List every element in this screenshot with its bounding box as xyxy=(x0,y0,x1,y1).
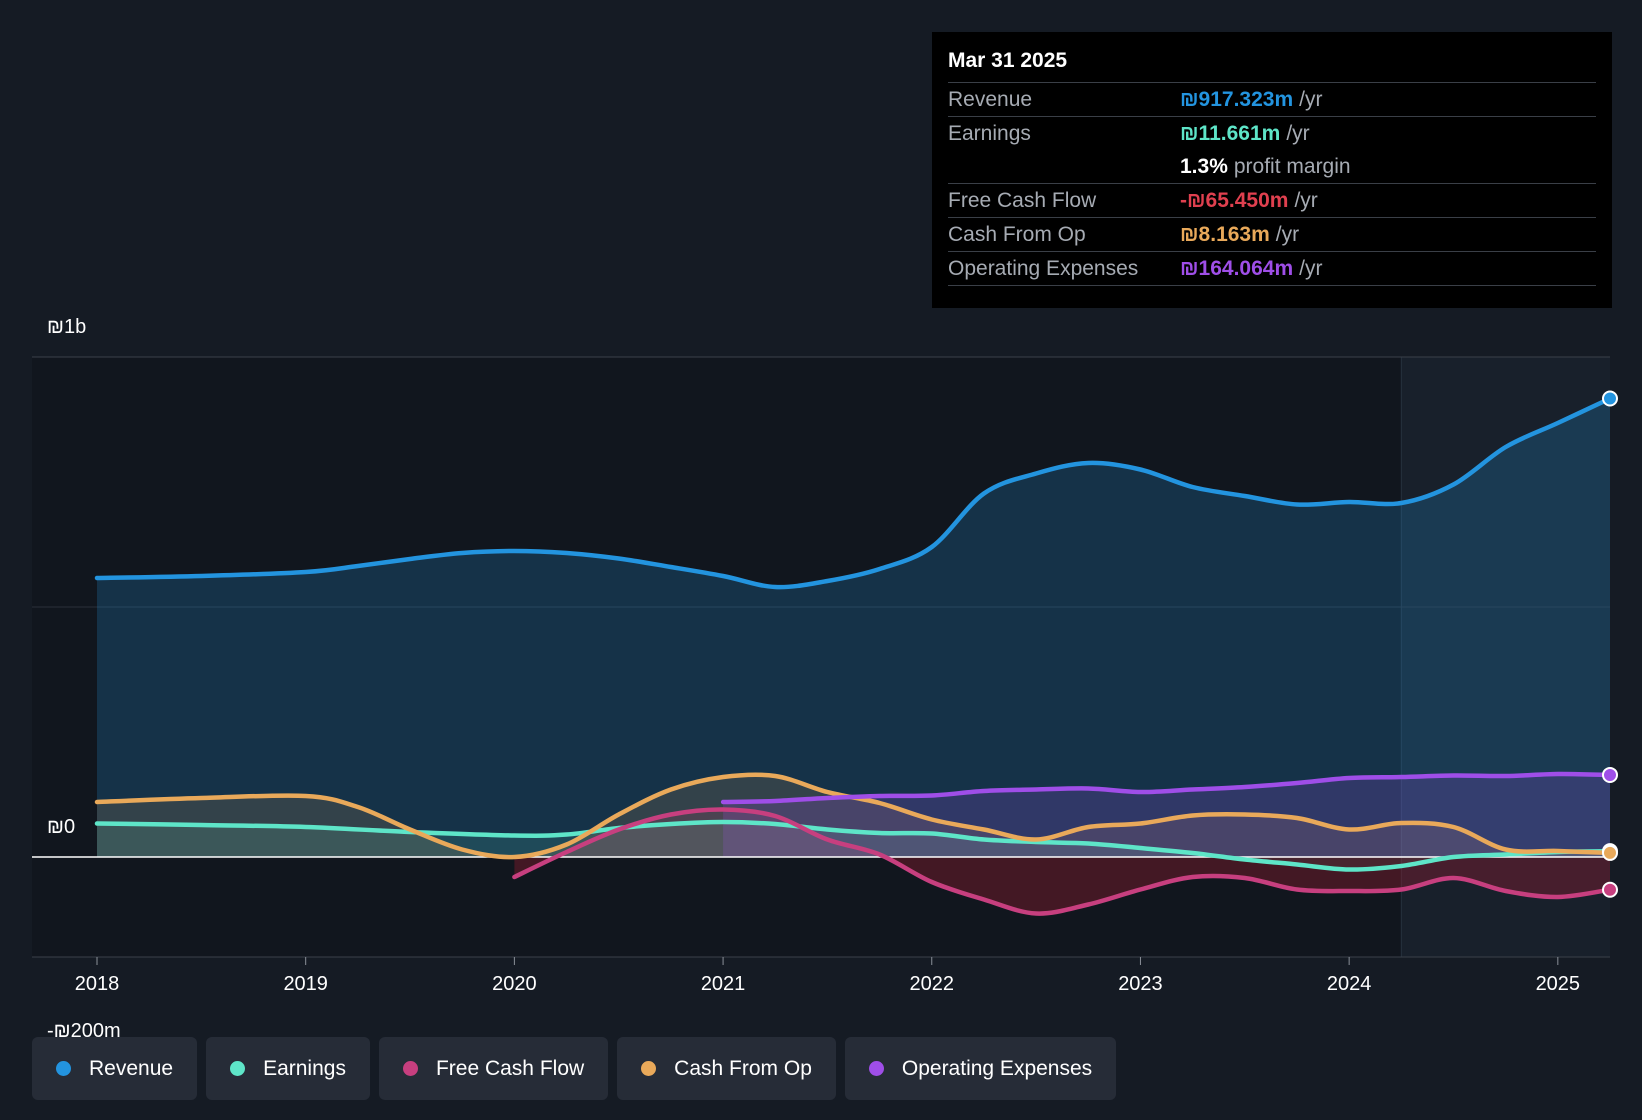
tooltip-value-cfo: ₪8.163m xyxy=(1180,222,1270,246)
tooltip-value-margin: 1.3% xyxy=(1180,154,1228,178)
tooltip-row-margin: 1.3% profit margin xyxy=(948,150,1596,183)
free-cash-flow-dot-icon xyxy=(402,1061,418,1076)
tooltip-unit: /yr xyxy=(1286,121,1310,145)
cash-from-op-area xyxy=(97,774,1610,857)
y-tick-label: -₪200m xyxy=(47,1020,121,1042)
tooltip-value-fcf: -₪65.450m xyxy=(1180,188,1289,212)
cash-from-op-dot-icon xyxy=(641,1061,657,1076)
legend-label: Free Cash Flow xyxy=(435,1056,585,1080)
legend-label: Operating Expenses xyxy=(901,1056,1093,1080)
revenue-dot-icon xyxy=(56,1061,71,1076)
earnings-area xyxy=(97,822,1610,857)
tooltip-unit: profit margin xyxy=(1233,154,1351,178)
x-tick-label: 2023 xyxy=(1118,973,1163,995)
legend-item-operating-expenses[interactable]: Operating Expenses xyxy=(844,1037,1117,1100)
earnings-line xyxy=(94,819,1613,872)
tooltip-date: Mar 31 2025 xyxy=(948,49,1068,72)
operating-expenses-line xyxy=(720,771,1613,805)
tooltip-unit: /yr xyxy=(1299,256,1323,280)
tooltip-panel: Mar 31 2025 Revenue ₪917.323m /yr Earnin… xyxy=(932,32,1612,308)
tooltip-value-opex: ₪164.064m xyxy=(1180,256,1294,280)
x-tick-label: 2022 xyxy=(910,973,955,995)
legend: Revenue Earnings Free Cash Flow Cash Fro… xyxy=(32,1037,1117,1100)
legend-item-earnings[interactable]: Earnings xyxy=(206,1037,370,1100)
tooltip-unit: /yr xyxy=(1299,87,1323,111)
tooltip-row-cfo: Cash From Op ₪8.163m /yr xyxy=(948,217,1596,251)
tooltip-label: Cash From Op xyxy=(948,222,1086,246)
x-tick-label: 2020 xyxy=(492,973,537,995)
legend-item-revenue[interactable]: Revenue xyxy=(32,1037,198,1100)
tooltip-unit: /yr xyxy=(1294,188,1318,212)
tooltip-label: Earnings xyxy=(948,121,1031,145)
legend-item-cash-from-op[interactable]: Cash From Op xyxy=(617,1037,836,1100)
x-tick-label: 2024 xyxy=(1327,973,1372,995)
tooltip-label: Revenue xyxy=(948,87,1033,111)
legend-label: Revenue xyxy=(89,1056,174,1080)
tooltip-value-revenue: ₪917.323m xyxy=(1180,87,1294,111)
operating-expenses-end-marker xyxy=(1602,766,1618,783)
x-tick-label: 2018 xyxy=(75,973,120,995)
revenue-area xyxy=(97,398,1610,857)
legend-label: Earnings xyxy=(263,1056,346,1080)
earnings-dot-icon xyxy=(230,1061,246,1076)
y-tick-label: ₪0 xyxy=(47,816,75,838)
revenue-line xyxy=(94,396,1613,590)
x-tick-label: 2019 xyxy=(283,973,328,995)
free-cash-flow-end-marker xyxy=(1602,881,1618,898)
tooltip-row-fcf: Free Cash Flow -₪65.450m /yr xyxy=(948,183,1596,217)
tooltip-row-earnings: Earnings ₪11.661m /yr xyxy=(948,116,1596,150)
operating-expenses-dot-icon xyxy=(868,1061,884,1076)
tooltip-unit: /yr xyxy=(1275,222,1300,246)
cash-from-op-line xyxy=(94,772,1613,860)
tooltip-row-opex: Operating Expenses ₪164.064m /yr xyxy=(948,251,1596,286)
tooltip-label: Operating Expenses xyxy=(948,256,1139,280)
revenue-end-marker xyxy=(1602,390,1618,407)
cash-from-op-end-marker xyxy=(1602,844,1618,861)
legend-item-free-cash-flow[interactable]: Free Cash Flow xyxy=(378,1037,609,1100)
x-tick-label: 2025 xyxy=(1536,973,1581,995)
free-cash-flow-area-negative xyxy=(514,857,1610,914)
x-tick-label: 2021 xyxy=(701,973,746,995)
free-cash-flow-line xyxy=(512,807,1613,916)
y-tick-label: ₪1b xyxy=(47,316,86,338)
tooltip-row-revenue: Revenue ₪917.323m /yr xyxy=(948,82,1596,116)
tooltip-label: Free Cash Flow xyxy=(948,188,1097,212)
earnings-area-negative xyxy=(97,857,1610,870)
tooltip-value-earnings: ₪11.661m xyxy=(1180,121,1281,145)
legend-label: Cash From Op xyxy=(674,1056,812,1080)
